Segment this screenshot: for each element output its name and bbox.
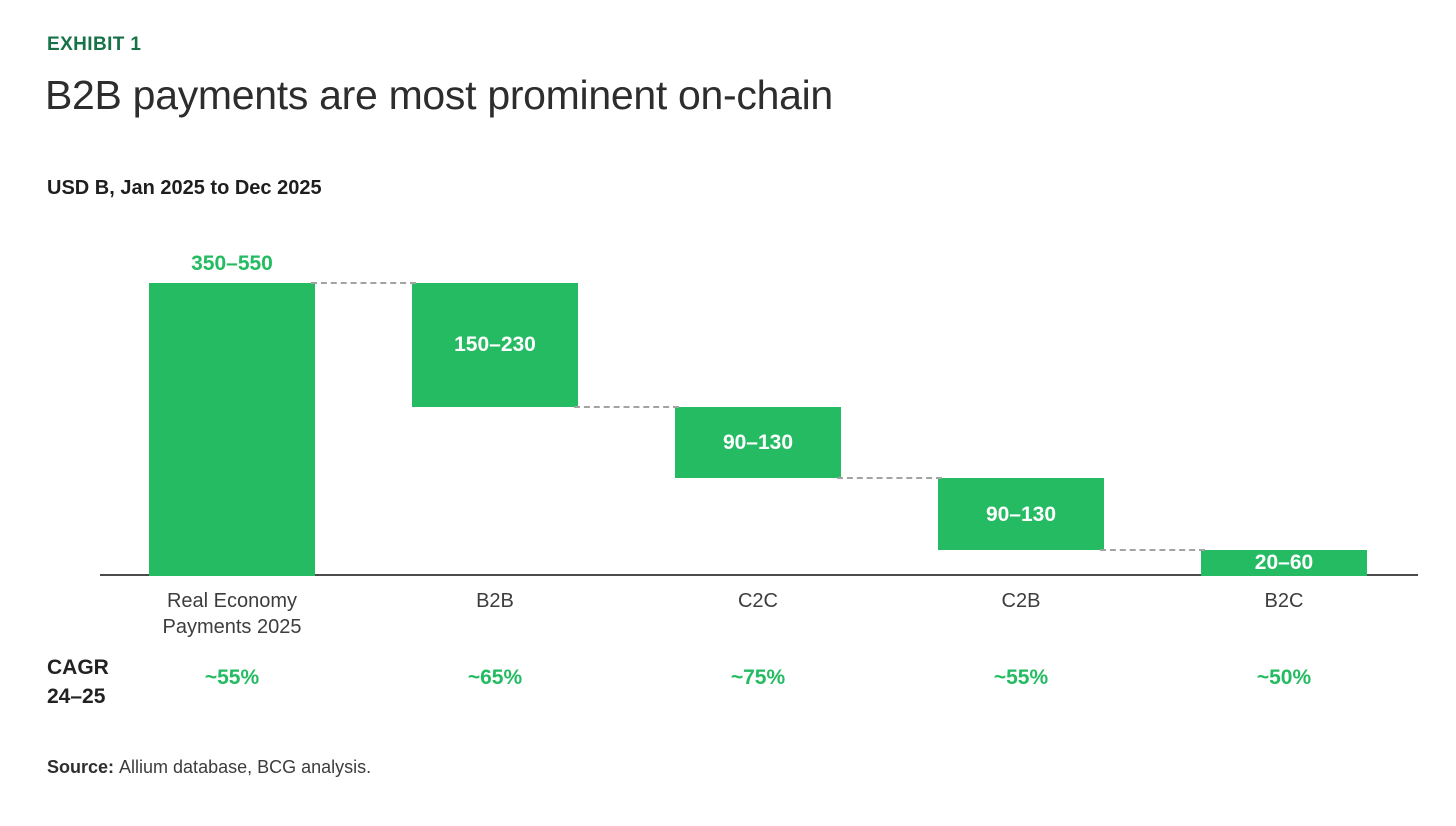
cagr-row-label: CAGR 24–25 <box>47 653 109 711</box>
cagr-value: ~65% <box>467 666 523 689</box>
waterfall-bar-b2b: 150–230 <box>412 283 578 407</box>
x-axis-label: C2C <box>627 588 889 614</box>
x-axis-label: B2C <box>1153 588 1415 614</box>
waterfall-connector-line <box>574 405 679 408</box>
source-text: Allium database, BCG analysis. <box>119 757 372 777</box>
waterfall-chart: 350–550 Real Economy Payments 2025 ~55% 150–… <box>100 250 1418 689</box>
source-label: Source: <box>47 757 115 777</box>
cagr-row-label-line2: 24–25 <box>47 685 106 708</box>
x-axis-label-line: Payments 2025 <box>162 616 302 638</box>
bar-value-label: 90–130 <box>722 431 794 454</box>
waterfall-bar-c2c: 90–130 <box>675 406 841 479</box>
exhibit-label: EXHIBIT 1 <box>47 34 142 55</box>
bar-value-label: 90–130 <box>985 502 1057 526</box>
chart-units-subtitle: USD B, Jan 2025 to Dec 2025 <box>47 177 322 199</box>
x-axis-label-line: B2C <box>1264 590 1304 612</box>
x-axis-line <box>100 574 1418 576</box>
x-axis-label: B2B <box>364 588 626 614</box>
cagr-value: ~75% <box>730 666 786 689</box>
cagr-row-label-line1: CAGR <box>47 656 109 679</box>
cagr-value: ~50% <box>1256 666 1312 689</box>
x-axis-label-line: Real Economy <box>166 590 298 612</box>
x-axis-label-line: C2C <box>737 590 778 612</box>
bar-value-label: 150–230 <box>454 333 536 357</box>
x-axis-label-line: B2B <box>476 590 514 612</box>
waterfall-connector-line <box>837 477 942 480</box>
bar-value-label: 20–60 <box>1254 551 1314 575</box>
waterfall-bar-real-economy-payments-2025 <box>149 283 315 576</box>
bar-value-label: 350–550 <box>191 252 273 275</box>
waterfall-bar-c2b: 90–130 <box>938 478 1104 550</box>
cagr-value: ~55% <box>993 666 1049 689</box>
page-title: B2B payments are most prominent on-chain <box>45 72 833 118</box>
waterfall-bar-b2c: 20–60 <box>1201 549 1367 576</box>
waterfall-connector-line <box>311 282 416 284</box>
x-axis-label: Real Economy Payments 2025 <box>101 588 363 640</box>
waterfall-connector-line <box>1100 548 1205 551</box>
source-note: Source: Allium database, BCG analysis. <box>47 757 371 778</box>
x-axis-label: C2B <box>890 588 1152 614</box>
x-axis-label-line: C2B <box>1001 590 1041 612</box>
cagr-value: ~55% <box>204 666 260 689</box>
